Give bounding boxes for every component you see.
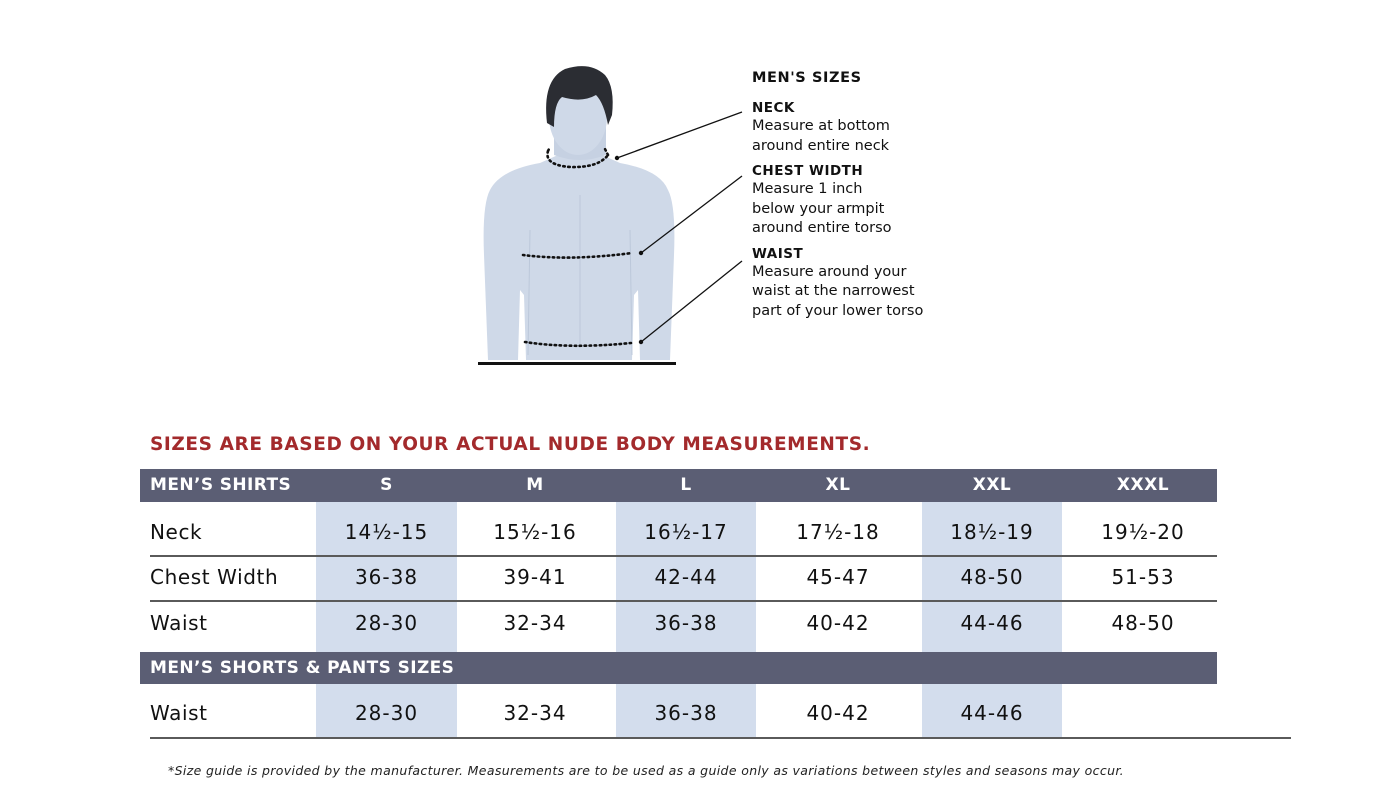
cell: 15½-16	[493, 520, 577, 544]
pants-heading: MEN’S SHORTS & PANTS SIZES	[150, 658, 455, 678]
cell: 45-47	[806, 565, 870, 589]
row-divider	[150, 555, 1217, 557]
legend-item-chest-width: CHEST WIDTH Measure 1 inch below your ar…	[752, 162, 1012, 239]
legend-line: Measure around your	[752, 263, 907, 280]
size-header-xxl: XXL	[972, 475, 1012, 495]
cell: 48-50	[1111, 611, 1175, 635]
cell: 36-38	[354, 565, 419, 589]
cell: 16½-17	[644, 520, 728, 544]
cell: 28-30	[354, 611, 419, 635]
footnote: *Size guide is provided by the manufactu…	[168, 763, 1125, 778]
cell: 18½-19	[950, 520, 1034, 544]
legend-line: waist at the narrowest	[752, 283, 915, 299]
cell: 28-30	[354, 701, 419, 725]
cell: 44-46	[960, 701, 1024, 725]
legend-line: around entire torso	[752, 220, 892, 236]
cell: 42-44	[654, 565, 718, 589]
size-header-xxxl: XXXL	[1116, 475, 1170, 495]
shirts-header: MEN’S SHIRTS S M L XL XXL XXXL	[140, 469, 1217, 502]
row-label: Neck	[150, 520, 203, 544]
pants-header: MEN’S SHORTS & PANTS SIZES	[140, 652, 1217, 684]
column-shade-l	[616, 502, 756, 652]
measurement-legend: MEN'S SIZES NECK Measure at bottom aroun…	[752, 70, 1012, 327]
row-label: Waist	[150, 611, 208, 635]
legend-line: Measure 1 inch	[752, 181, 863, 197]
cell: 19½-20	[1101, 520, 1185, 544]
size-header-m: M	[526, 475, 544, 495]
column-shade-l	[616, 684, 756, 737]
cell: 17½-18	[796, 520, 880, 544]
legend-item-neck: NECK Measure at bottom around entire nec…	[752, 99, 1012, 156]
male-body-silhouette-icon	[478, 66, 676, 365]
measurement-notice: SIZES ARE BASED ON YOUR ACTUAL NUDE BODY…	[150, 434, 871, 455]
column-shade-xxl	[922, 502, 1062, 652]
legend-heading: CHEST WIDTH	[752, 163, 864, 179]
row-label: Waist	[150, 701, 208, 725]
legend-line: Measure at bottom	[752, 118, 890, 134]
legend-title: MEN'S SIZES	[752, 70, 862, 86]
cell: 32-34	[503, 611, 567, 635]
cell: 32-34	[503, 701, 567, 725]
column-shade-xxl	[922, 684, 1062, 737]
cell: 51-53	[1111, 565, 1175, 589]
column-shade-s	[316, 502, 457, 652]
legend-line: below your armpit	[752, 200, 885, 217]
cell: 39-41	[503, 565, 567, 589]
legend-line: part of your lower torso	[752, 302, 924, 319]
shirts-heading: MEN’S SHIRTS	[150, 475, 292, 495]
legend-item-waist: WAIST Measure around your waist at the n…	[752, 245, 1012, 322]
cell: 14½-15	[344, 520, 429, 544]
row-divider	[150, 600, 1217, 602]
table-bottom-rule	[150, 737, 1291, 739]
cell: 48-50	[960, 565, 1024, 589]
row-label: Chest Width	[150, 565, 279, 589]
column-shade-s	[316, 684, 457, 737]
cell: 40-42	[806, 611, 870, 635]
cell: 36-38	[654, 701, 718, 725]
size-header-l: L	[680, 475, 692, 495]
legend-heading: NECK	[752, 100, 795, 116]
legend-line: around entire neck	[752, 137, 890, 154]
cell: 44-46	[960, 611, 1024, 635]
cell: 36-38	[654, 611, 718, 635]
size-header-s: S	[380, 475, 393, 495]
legend-heading: WAIST	[752, 245, 804, 262]
size-header-xl: XL	[825, 475, 851, 495]
cell: 40-42	[806, 701, 870, 725]
